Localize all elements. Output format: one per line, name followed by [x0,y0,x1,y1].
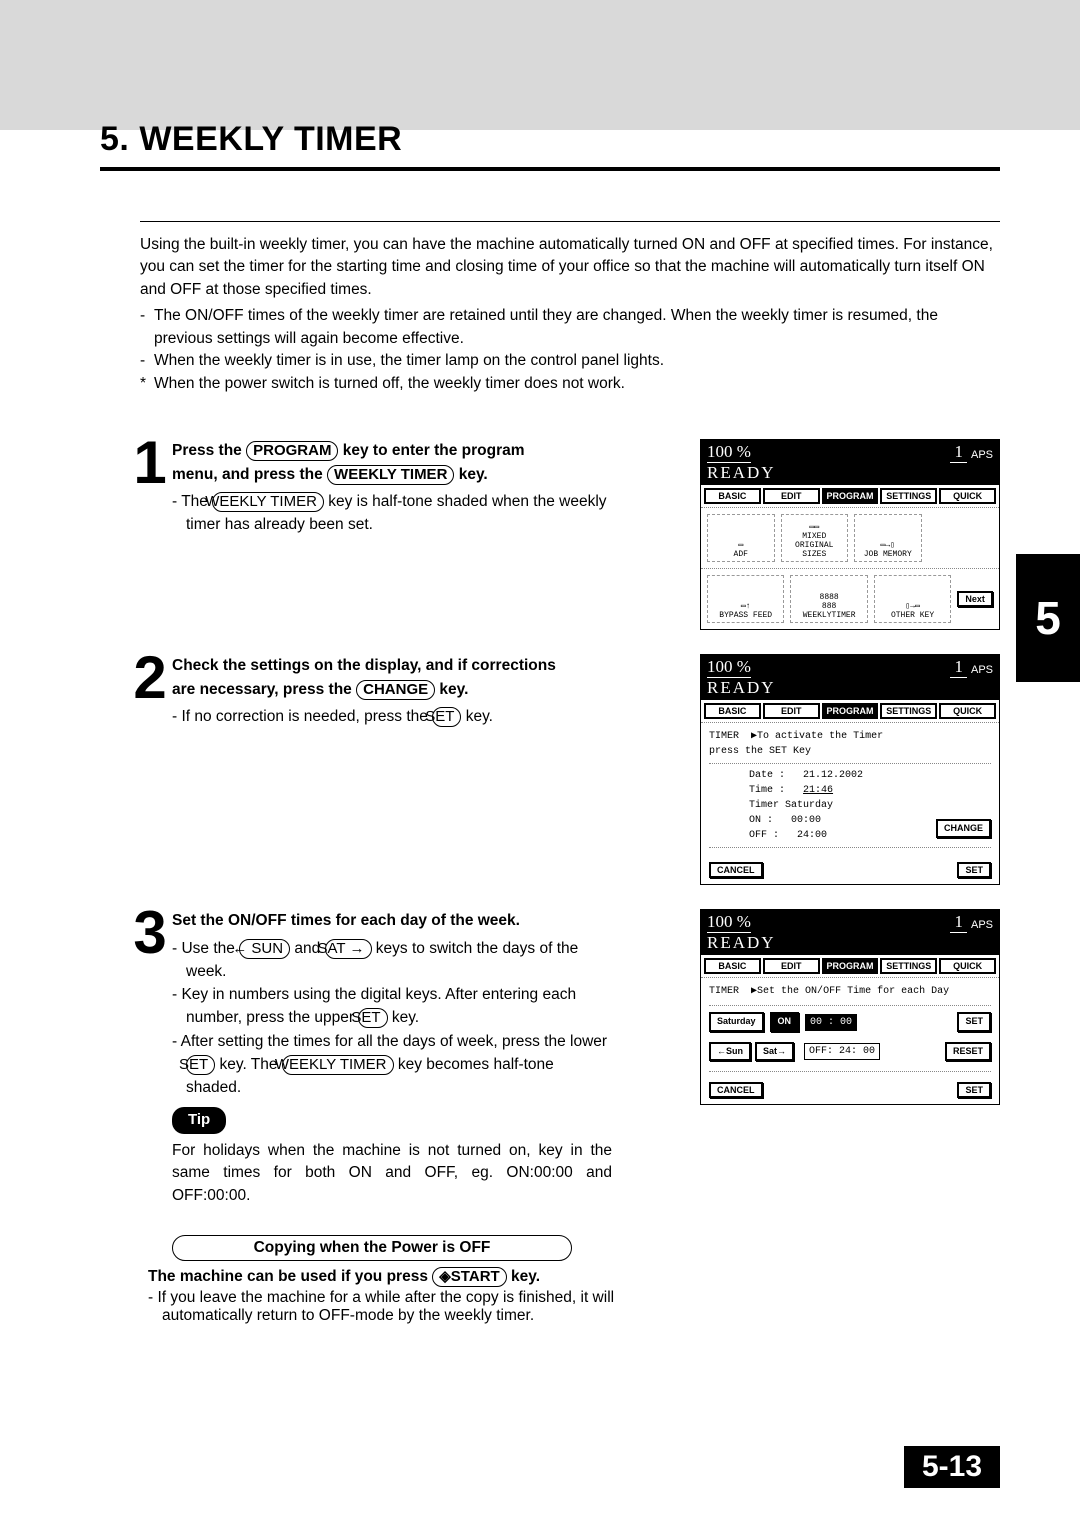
tab-program[interactable]: PROGRAM [822,488,879,504]
weekly-timer-keycap: WEEKLY TIMER [212,492,324,512]
saturday-button[interactable]: Saturday [709,1012,764,1032]
mixed-cell[interactable]: ▭▭MIXED ORIGINAL SIZES [781,514,849,562]
screen-3: 100 %1APS READY BASIC EDIT PROGRAM SETTI… [700,909,1000,1105]
step-number-1: 1 [128,439,172,630]
intro-dash-1: The ON/OFF times of the weekly timer are… [154,305,1000,350]
tip-badge: Tip [172,1107,226,1134]
weekly-timer-keycap: WEEKLY TIMER [282,1055,394,1075]
gray-header-bar [0,0,1080,130]
start-keycap: ◈START [432,1267,506,1287]
tab-settings[interactable]: SETTINGS [880,958,937,974]
section-title: 5. WEEKLY TIMER [100,120,1000,159]
tab-edit[interactable]: EDIT [763,958,820,974]
cancel-button[interactable]: CANCEL [709,1082,763,1098]
tab-program[interactable]: PROGRAM [822,958,879,974]
otherkey-cell[interactable]: ▯→▭OTHER KEY [874,575,951,623]
copying-line: The machine can be used if you press ◈ST… [148,1267,638,1287]
set-button[interactable]: SET [957,1012,991,1032]
reset-button[interactable]: RESET [945,1042,991,1062]
change-keycap: CHANGE [356,680,435,700]
intro-block: Using the built-in weekly timer, you can… [140,234,1000,395]
tab-settings[interactable]: SETTINGS [880,703,937,719]
tab-quick[interactable]: QUICK [939,958,996,974]
intro-dash-2: When the weekly timer is in use, the tim… [154,350,664,372]
tab-basic[interactable]: BASIC [704,488,761,504]
set-button[interactable]: SET [957,862,991,878]
screen-2: 100 %1APS READY BASIC EDIT PROGRAM SETTI… [700,654,1000,885]
change-button[interactable]: CHANGE [936,819,991,839]
weekly-timer-keycap: WEEKLY TIMER [327,465,454,485]
screen-1: 100 %1APS READY BASIC EDIT PROGRAM SETTI… [700,439,1000,630]
page-number: 5-13 [904,1446,1000,1488]
side-chapter-tab: 5 [1016,554,1080,682]
sat-keycap: SAT → [325,939,372,959]
weeklytimer-cell[interactable]: 8888888WEEKLYTIMER [790,575,867,623]
step-2-body: Check the settings on the display, and i… [172,654,622,885]
cancel-button[interactable]: CANCEL [709,862,763,878]
tab-program[interactable]: PROGRAM [822,703,879,719]
program-keycap: PROGRAM [246,441,338,461]
set-keycap: SET [432,707,461,727]
sat-nav-button[interactable]: Sat→ [755,1042,794,1062]
step-1-body: Press the PROGRAM key to enter the progr… [172,439,622,630]
set-keycap: SET [186,1055,215,1075]
tab-edit[interactable]: EDIT [763,703,820,719]
set-keycap: SET [358,1008,387,1028]
tab-edit[interactable]: EDIT [763,488,820,504]
tab-quick[interactable]: QUICK [939,703,996,719]
copying-sub: - If you leave the machine for a while a… [162,1289,652,1325]
copying-callout: Copying when the Power is OFF [172,1235,572,1261]
next-button[interactable]: Next [957,591,993,607]
set-button[interactable]: SET [957,1082,991,1098]
intro-para: Using the built-in weekly timer, you can… [140,234,1000,301]
intro-star: When the power switch is turned off, the… [154,373,625,395]
tab-basic[interactable]: BASIC [704,958,761,974]
tab-quick[interactable]: QUICK [939,488,996,504]
tab-settings[interactable]: SETTINGS [880,488,937,504]
on-button[interactable]: ON [770,1012,800,1032]
step-number-2: 2 [128,654,172,885]
tab-basic[interactable]: BASIC [704,703,761,719]
sun-keycap: ← SUN [239,939,290,959]
title-rule [100,167,1000,171]
bypass-cell[interactable]: ▭↑BYPASS FEED [707,575,784,623]
jobmemory-cell[interactable]: ▭→▯JOB MEMORY [854,514,922,562]
intro-rule [140,221,1000,222]
sun-nav-button[interactable]: ←Sun [709,1042,751,1062]
step-3-body: Set the ON/OFF times for each day of the… [172,909,622,1207]
adf-cell[interactable]: ▭ADF [707,514,775,562]
tip-text: For holidays when the machine is not tur… [172,1140,612,1207]
step-number-3: 3 [128,909,172,1207]
